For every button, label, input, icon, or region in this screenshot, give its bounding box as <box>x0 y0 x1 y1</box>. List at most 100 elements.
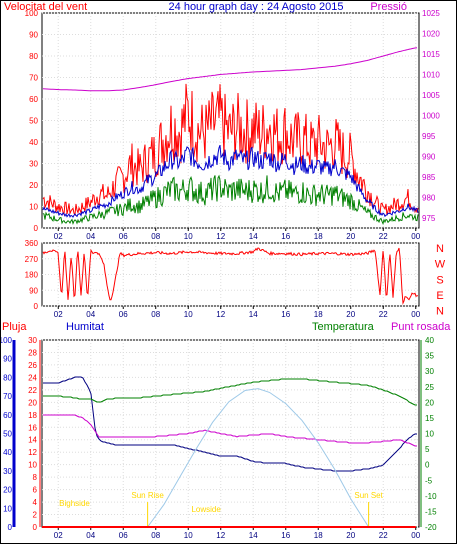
rain-ytick-label: 2 <box>33 511 38 520</box>
compass-label: W <box>435 259 446 271</box>
rain-ytick-label: 12 <box>28 448 37 457</box>
rain-ytick-label: 20 <box>28 398 37 407</box>
temp-ytick-label: 40 <box>425 336 434 345</box>
pressure-ytick-label: 1015 <box>422 50 440 59</box>
rain-ytick-label: 28 <box>28 348 37 357</box>
series-sun-line <box>147 388 370 528</box>
wind-ytick-label: 30 <box>29 160 38 169</box>
rain-label: Pluja <box>2 321 27 333</box>
pressure-ytick-label: 980 <box>422 193 436 202</box>
compass-label: E <box>436 290 443 302</box>
winddir-xtick-label: 04 <box>86 310 95 319</box>
rain-ytick-label: 0 <box>33 523 38 532</box>
thermo-xtick-label: 02 <box>54 531 63 540</box>
wind-xtick-label: 12 <box>216 232 225 241</box>
pressure-ytick-label: 1005 <box>422 91 440 100</box>
winddir-xtick-label: 10 <box>184 310 193 319</box>
humidity-ytick-label: 0 <box>8 523 13 532</box>
thermo-xtick-label: 10 <box>184 531 193 540</box>
wind-xtick-label: 16 <box>281 232 290 241</box>
dewpoint-label: Punt rosada <box>391 321 451 333</box>
series-humidity-line <box>43 376 417 472</box>
winddir-xtick-label: 02 <box>54 310 63 319</box>
pressure-label: Pressió <box>370 1 407 13</box>
wind-ytick-label: 100 <box>25 9 39 18</box>
wind-direction-line <box>42 247 419 305</box>
thermo-xtick-label: 04 <box>86 531 95 540</box>
winddir-ytick-label: 270 <box>25 255 39 264</box>
temp-ytick-label: -10 <box>425 492 437 501</box>
winddir-xtick-label: 00 <box>411 310 420 319</box>
rain-ytick-label: 30 <box>28 336 37 345</box>
pressure-ytick-label: 985 <box>422 173 436 182</box>
rain-ytick-label: 24 <box>28 373 37 382</box>
humidity-ytick-label: 100 <box>0 336 13 345</box>
winddir-xtick-label: 22 <box>379 310 388 319</box>
wind-pressure-panel: 02 04 06 08 10 12 14 16 18 20 22 000102030405060708… <box>25 9 441 241</box>
humidity-label: Humitat <box>66 321 104 333</box>
series-pressure-line <box>42 47 418 92</box>
series-low-line <box>42 174 419 226</box>
wind-ytick-label: 10 <box>29 203 38 212</box>
temp-ytick-label: 0 <box>425 461 430 470</box>
annotation-label: Sun Rise <box>131 491 164 500</box>
thermo-xtick-label: 00 <box>411 531 420 540</box>
temp-ytick-label: 15 <box>425 414 434 423</box>
thermo-xtick-label: 22 <box>379 531 388 540</box>
humidity-ytick-label: 10 <box>3 504 12 513</box>
wind-xtick-label: 18 <box>314 232 323 241</box>
wind-ytick-label: 70 <box>29 74 38 83</box>
temp-ytick-label: 20 <box>425 398 434 407</box>
thermo-xtick-label: 20 <box>346 531 355 540</box>
rain-ytick-label: 14 <box>28 436 37 445</box>
pressure-ytick-label: 975 <box>422 214 436 223</box>
series-temperature-line <box>43 378 417 406</box>
winddir-xtick-label: 14 <box>249 310 258 319</box>
thermo-xtick-label: 16 <box>281 531 290 540</box>
winddir-xtick-label: 18 <box>314 310 323 319</box>
humidity-ytick-label: 80 <box>3 373 12 382</box>
winddir-ytick-label: 0 <box>34 302 39 311</box>
rain-ytick-label: 22 <box>28 386 37 395</box>
humidity-ytick-label: 70 <box>3 392 12 401</box>
rain-ytick-label: 16 <box>28 423 37 432</box>
winddir-frame <box>41 242 420 307</box>
pressure-ytick-label: 1025 <box>422 9 440 18</box>
compass-label: N <box>436 306 444 318</box>
temp-ytick-label: -15 <box>425 507 437 516</box>
series-dewpoint-line <box>43 414 417 447</box>
winddir-xtick-label: 12 <box>216 310 225 319</box>
thermo-xtick-label: 18 <box>314 531 323 540</box>
winddir-ytick-label: 90 <box>29 286 38 295</box>
pressure-ytick-label: 1010 <box>422 70 440 79</box>
temp-ytick-label: 35 <box>425 352 434 361</box>
wind-ytick-label: 0 <box>34 224 39 233</box>
wind-xtick-label: 08 <box>151 232 160 241</box>
annotation-label: Bighside <box>59 499 90 508</box>
wind-xtick-label: 10 <box>184 232 193 241</box>
temp-ytick-label: 10 <box>425 430 434 439</box>
wind-xtick-label: 20 <box>346 232 355 241</box>
winddir-xtick-label: 06 <box>119 310 128 319</box>
wind-ytick-label: 60 <box>29 95 38 104</box>
rain-ytick-label: 4 <box>33 498 38 507</box>
wind-xtick-label: 00 <box>411 232 420 241</box>
pressure-ytick-label: 1020 <box>422 29 440 38</box>
chart-title: 24 hour graph day : 24 Agosto 2015 <box>169 1 344 13</box>
thermo-xtick-label: 08 <box>151 531 160 540</box>
wind-ytick-label: 20 <box>29 181 38 190</box>
pressure-ytick-label: 1000 <box>422 111 440 120</box>
wind-xtick-label: 22 <box>379 232 388 241</box>
series-avg-line <box>42 145 419 218</box>
thermo-xtick-label: 14 <box>249 531 258 540</box>
humidity-ytick-label: 60 <box>3 411 12 420</box>
winddir-ytick-label: 360 <box>25 239 39 248</box>
winddir-xtick-label: 16 <box>281 310 290 319</box>
wind-xtick-label: 14 <box>249 232 258 241</box>
humidity-ytick-label: 30 <box>3 467 12 476</box>
wind-xtick-label: 06 <box>119 232 128 241</box>
wind-ytick-label: 90 <box>29 31 38 40</box>
humidity-ytick-label: 90 <box>3 355 12 364</box>
temp-ytick-label: 25 <box>425 383 434 392</box>
